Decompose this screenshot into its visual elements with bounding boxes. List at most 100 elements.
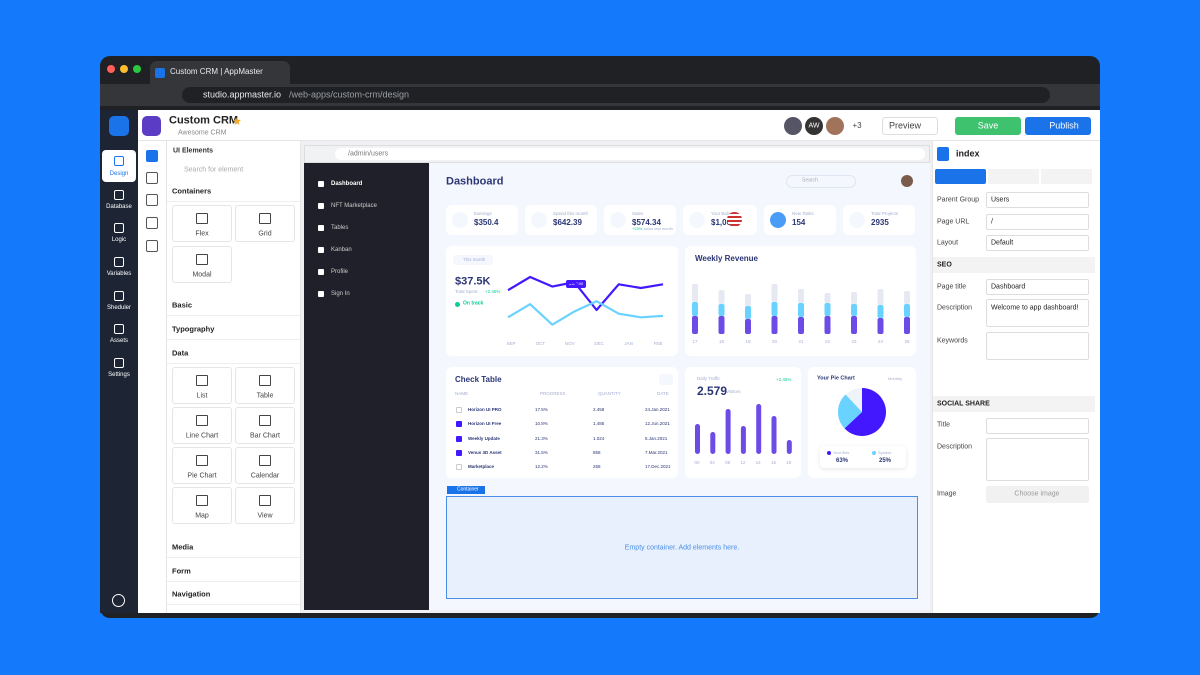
window-button[interactable] <box>107 65 115 73</box>
menu-item[interactable]: Dashboard <box>331 181 363 187</box>
stat-icon <box>531 212 547 228</box>
card-title: Weekly Revenue <box>695 254 758 263</box>
element-label: Grid <box>258 230 272 238</box>
element-card[interactable] <box>172 407 232 444</box>
tab[interactable] <box>988 169 1039 184</box>
field-input[interactable] <box>986 192 1089 208</box>
element-card[interactable] <box>235 447 295 484</box>
field-label: Image <box>937 490 957 498</box>
section-header[interactable]: Containers <box>172 186 212 196</box>
tab-active[interactable] <box>935 169 986 184</box>
tool-icon[interactable] <box>146 150 158 162</box>
legend-dot <box>872 451 876 455</box>
nav-item[interactable]: Database <box>106 204 132 210</box>
table-cell: Horizon UI PRO <box>468 406 502 412</box>
element-card[interactable] <box>172 246 232 283</box>
column-header: PROGRESS <box>540 390 566 396</box>
legend-name: Your files <box>833 450 850 455</box>
field-input[interactable] <box>986 438 1089 481</box>
more-users: +3 <box>852 121 862 130</box>
element-card[interactable] <box>235 407 295 444</box>
element-card[interactable] <box>235 367 295 404</box>
stat-value: $574.34 <box>632 218 661 227</box>
element-label: View <box>257 512 273 520</box>
menu-item[interactable]: Profile <box>331 269 349 275</box>
field-input[interactable] <box>986 299 1089 327</box>
field-input[interactable] <box>986 213 1089 230</box>
field-input[interactable] <box>986 418 1089 434</box>
checkbox[interactable] <box>456 449 462 456</box>
nav-item[interactable]: Sheduler <box>106 305 132 311</box>
preview-button[interactable] <box>882 117 938 135</box>
checkbox[interactable] <box>456 407 462 413</box>
menu-icon <box>318 225 324 231</box>
nav-item[interactable]: Logic <box>111 237 127 243</box>
element-card[interactable] <box>235 205 295 242</box>
stat-icon <box>770 212 786 228</box>
tool-icon[interactable] <box>146 172 158 184</box>
section-header[interactable]: Data <box>172 348 189 358</box>
element-label: Calendar <box>250 472 280 480</box>
traffic-unit: Visitors <box>726 388 741 394</box>
nav-item[interactable]: Settings <box>108 372 130 378</box>
field-value: Welcome to app dashboard! <box>991 304 1079 312</box>
nav-item[interactable]: Variables <box>106 271 132 277</box>
field-label: Page URL <box>937 218 970 225</box>
field-input[interactable] <box>986 235 1089 251</box>
save-button[interactable] <box>955 117 1021 135</box>
menu-item[interactable]: NFT Marketplace <box>331 203 377 209</box>
tab[interactable] <box>1041 169 1092 184</box>
nav-item[interactable]: Assets <box>109 338 129 344</box>
element-card[interactable] <box>172 205 232 242</box>
element-card[interactable] <box>172 367 232 404</box>
window-button[interactable] <box>120 65 128 73</box>
status-dot <box>455 302 460 307</box>
field-label: Parent Group <box>937 196 980 204</box>
tool-icon[interactable] <box>146 240 158 252</box>
window-button[interactable] <box>133 65 141 73</box>
stat-value: 154 <box>792 218 806 227</box>
stat-label: Your Balance <box>711 210 738 216</box>
table-cell: 7.Mar.2021 <box>645 449 668 455</box>
amount: $37.5K <box>455 275 491 288</box>
element-card[interactable] <box>172 487 232 524</box>
nav-icon <box>114 223 124 233</box>
tab[interactable] <box>150 61 290 85</box>
table-cell: 12.2% <box>535 463 548 469</box>
section-divider <box>167 201 300 202</box>
menu-item[interactable]: Kanban <box>331 247 352 253</box>
stat-label: Sales <box>632 210 644 216</box>
url-path: /web-apps/custom-crm/design <box>289 89 410 100</box>
element-card[interactable] <box>235 487 295 524</box>
address-bar[interactable] <box>182 87 1050 103</box>
section-header[interactable]: Media <box>172 542 194 552</box>
element-card[interactable] <box>172 447 232 484</box>
checkbox[interactable] <box>456 464 462 471</box>
menu-item[interactable]: Sign In <box>331 291 350 297</box>
field-input[interactable] <box>986 279 1089 295</box>
tool-icon[interactable] <box>146 217 158 229</box>
x-label: 22 <box>824 338 831 344</box>
menu-item[interactable]: Tables <box>331 225 349 231</box>
empty-container[interactable] <box>446 496 918 599</box>
more-button[interactable] <box>659 374 673 385</box>
x-label: 16 <box>770 459 777 465</box>
x-label: 19 <box>745 338 751 344</box>
nav-item[interactable]: Design <box>109 171 129 177</box>
tool-icon[interactable] <box>146 194 158 206</box>
field-input[interactable] <box>986 332 1089 360</box>
section-header[interactable]: Navigation <box>172 589 211 599</box>
section-header[interactable]: Form <box>172 565 191 575</box>
divider <box>138 140 1100 141</box>
checkbox[interactable] <box>456 435 462 442</box>
help-button[interactable] <box>112 594 125 607</box>
section-divider <box>167 339 300 340</box>
section-header[interactable]: Typography <box>172 324 215 334</box>
section-header[interactable]: Basic <box>172 300 193 310</box>
x-label: FEB <box>653 340 663 346</box>
publish-button[interactable] <box>1025 117 1091 135</box>
nav-icon <box>114 324 124 334</box>
x-label: 00 <box>694 459 700 465</box>
choose-image-button[interactable] <box>986 486 1089 503</box>
checkbox[interactable] <box>456 421 462 428</box>
